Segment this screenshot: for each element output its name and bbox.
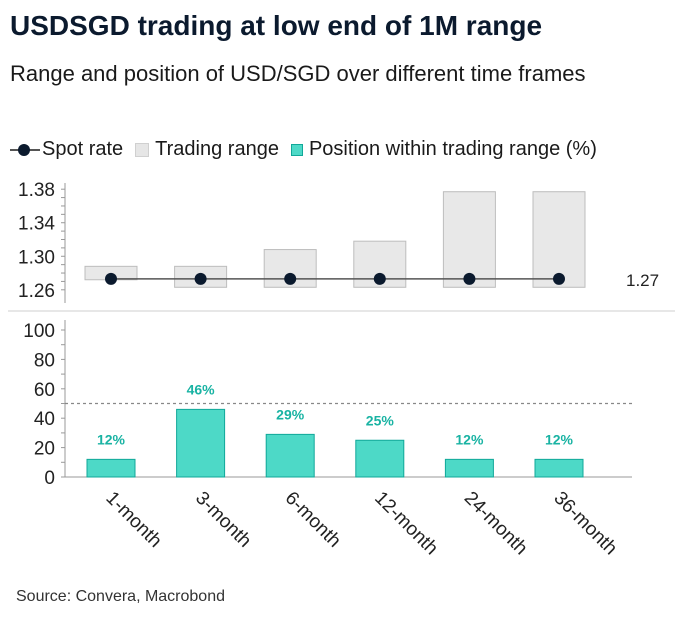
position-bar — [355, 439, 405, 478]
legend-item-range: Trading range — [135, 138, 279, 161]
bottom-y-tick-label: 100 — [23, 321, 55, 342]
bottom-y-tick-label: 80 — [34, 350, 55, 371]
x-category-label: 1-month — [101, 488, 165, 552]
chart-subtitle: Range and position of USD/SGD over diffe… — [10, 61, 586, 86]
legend-label-spot: Spot rate — [42, 138, 124, 160]
position-data-label: 12% — [97, 431, 126, 447]
chart-title: USDSGD trading at low end of 1M range — [10, 10, 543, 41]
x-category-label: 6-month — [281, 488, 345, 552]
spot-rate-point — [105, 272, 117, 285]
legend-item-position: Position within trading range (%) — [290, 138, 597, 161]
legend-label-range: Trading range — [155, 138, 279, 160]
chart-area: 1.26 1.30 1.34 1.38 1.27 0 20 40 60 80 100 12% 46% 29… — [8, 180, 675, 560]
legend-item-spot: Spot rate — [10, 138, 123, 161]
position-data-label: 25% — [366, 412, 395, 428]
legend-label-position: Position within trading range (%) — [308, 138, 597, 160]
bottom-y-tick-label: 40 — [34, 409, 55, 430]
position-data-label: 12% — [545, 431, 574, 447]
spot-rate-point — [553, 272, 565, 285]
spot-rate-point — [373, 272, 386, 285]
position-data-label: 29% — [276, 406, 305, 422]
source-note: Source: Convera, Macrobond — [16, 588, 225, 605]
bottom-y-tick-label: 20 — [34, 439, 55, 460]
bottom-y-tick-label: 0 — [44, 468, 55, 489]
spot-rate-point — [284, 272, 297, 285]
top-y-tick-label: 1.26 — [18, 281, 55, 302]
x-category-label: 12-month — [370, 488, 442, 560]
position-bar — [534, 458, 584, 478]
top-y-tick-label: 1.34 — [18, 214, 55, 235]
spot-rate-point — [194, 272, 207, 285]
top-y-tick-label: 1.30 — [18, 247, 55, 268]
position-swatch — [290, 143, 303, 156]
spot-rate-swatch — [10, 143, 40, 157]
trading-range-bar — [532, 191, 586, 288]
trading-range-swatch — [135, 142, 150, 157]
position-bar — [265, 433, 315, 478]
x-category-label: 24-month — [460, 488, 532, 560]
top-y-tick-label: 1.38 — [18, 180, 55, 201]
trading-range-bar — [442, 191, 496, 288]
position-bar — [86, 458, 136, 478]
position-bar — [176, 408, 226, 478]
position-bar — [444, 458, 494, 478]
legend: Spot rate Trading range Position within … — [10, 138, 609, 161]
position-data-label: 12% — [455, 431, 484, 447]
x-category-label: 3-month — [191, 488, 255, 552]
position-data-label: 46% — [187, 381, 216, 397]
bottom-y-tick-label: 60 — [34, 380, 55, 401]
spot-rate-label: 1.27 — [626, 271, 659, 290]
spot-rate-point — [463, 272, 476, 285]
x-category-label: 36-month — [549, 488, 621, 560]
